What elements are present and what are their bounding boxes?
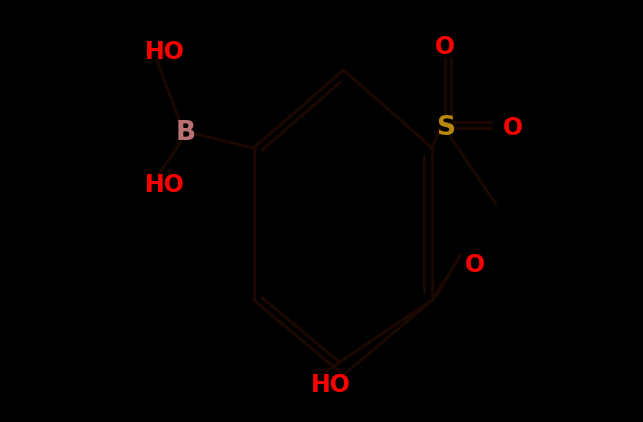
Text: HO: HO xyxy=(145,40,185,64)
Text: O: O xyxy=(465,253,485,277)
Text: HO: HO xyxy=(145,173,185,197)
Text: O: O xyxy=(435,35,455,59)
Text: HO: HO xyxy=(311,373,350,397)
Text: B: B xyxy=(176,120,196,146)
Text: O: O xyxy=(502,116,523,140)
Text: S: S xyxy=(436,115,455,141)
